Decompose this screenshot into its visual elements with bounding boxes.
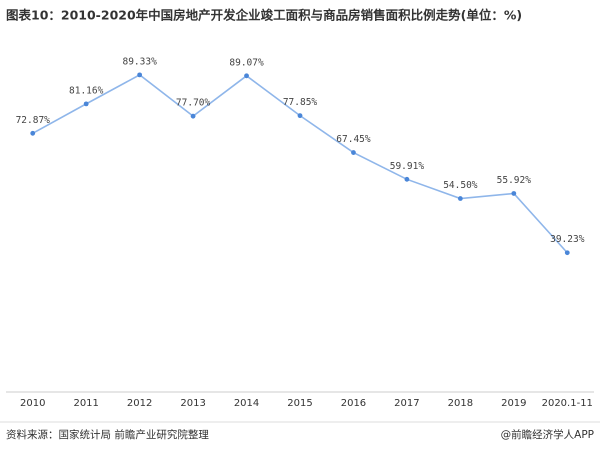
x-tick-label: 2014 xyxy=(234,398,259,409)
point xyxy=(190,113,196,119)
x-tick-label: 2010 xyxy=(20,398,45,409)
point xyxy=(297,113,303,119)
x-tick-label: 2017 xyxy=(394,398,419,409)
value-label: 89.07% xyxy=(229,57,264,68)
point xyxy=(564,250,570,256)
x-tick-label: 2020.1-11 xyxy=(542,398,593,409)
point xyxy=(83,101,89,107)
value-label: 77.85% xyxy=(283,97,318,108)
value-label: 39.23% xyxy=(550,234,585,245)
value-label: 54.50% xyxy=(443,180,478,191)
source: 资料来源：国家统计局 前瞻产业研究院整理 xyxy=(6,428,209,441)
x-tick-label: 2016 xyxy=(341,398,366,409)
x-tick-label: 2018 xyxy=(448,398,473,409)
point xyxy=(30,130,36,136)
x-tick-label: 2019 xyxy=(501,398,526,409)
value-label: 72.87% xyxy=(16,115,51,126)
x-tick-label: 2013 xyxy=(180,398,205,409)
point xyxy=(404,176,410,182)
chart-title: 图表10：2010-2020年中国房地产开发企业竣工面积与商品房销售面积比例走势… xyxy=(6,8,522,23)
credit: @前瞻经济学人APP xyxy=(501,428,594,441)
value-label: 55.92% xyxy=(497,175,532,186)
value-label: 67.45% xyxy=(336,134,371,145)
value-label: 81.16% xyxy=(69,85,104,96)
point xyxy=(511,191,517,196)
point xyxy=(244,73,249,79)
x-tick-label: 2011 xyxy=(73,398,98,409)
value-label: 59.91% xyxy=(390,161,425,172)
x-tick-label: 2015 xyxy=(287,398,312,409)
x-tick-label: 2012 xyxy=(127,398,152,409)
point xyxy=(137,72,143,78)
value-label: 77.70% xyxy=(176,98,211,109)
point xyxy=(351,150,356,155)
point xyxy=(457,196,463,201)
value-label: 89.33% xyxy=(122,56,157,67)
